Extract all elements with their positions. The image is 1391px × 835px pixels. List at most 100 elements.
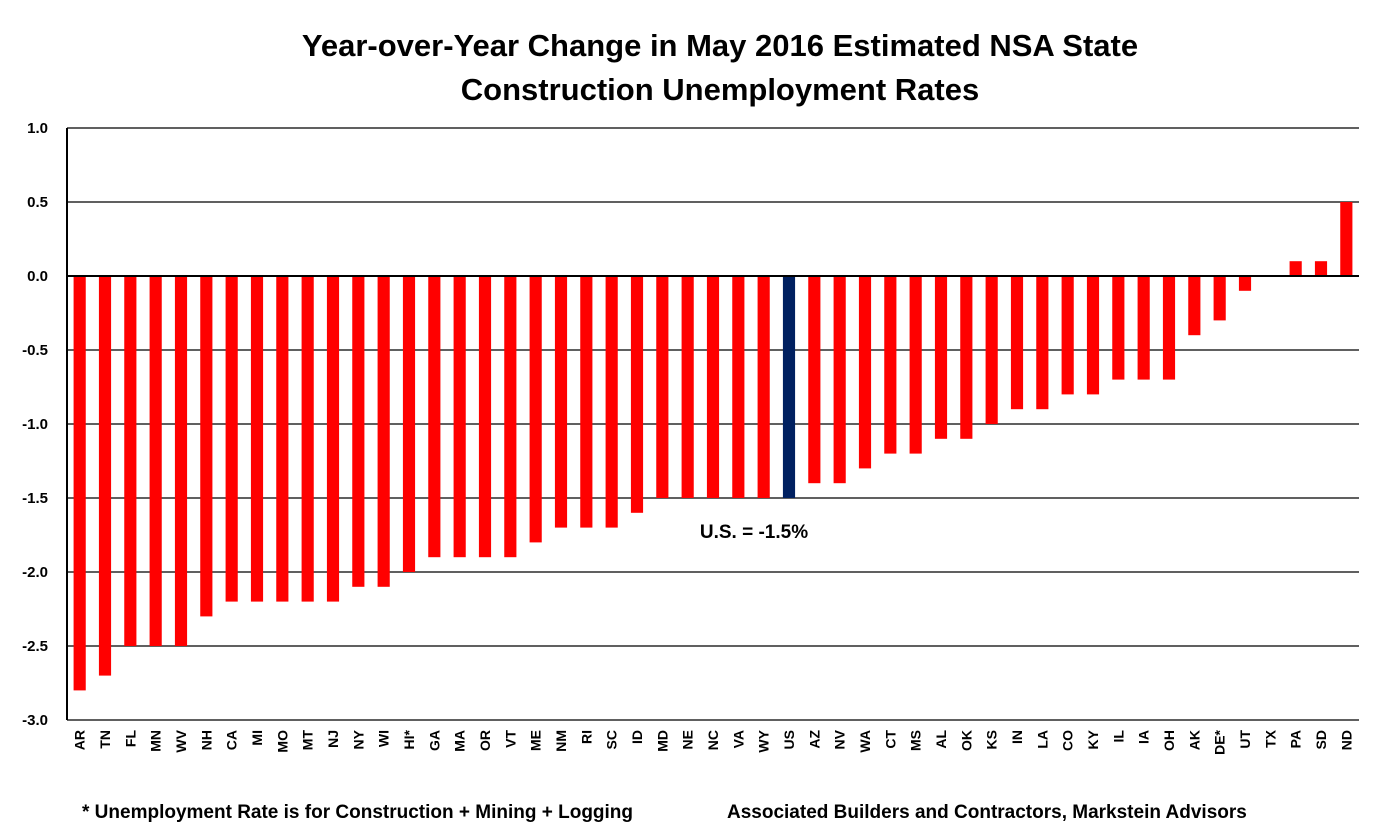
bar-fl [124,276,137,646]
x-tick-label: GA [426,730,442,751]
x-tick-label: CA [224,730,240,750]
bar-ri [580,276,593,528]
x-tick-label: MS [908,730,924,751]
bar-vt [504,276,517,558]
x-tick-label: MO [274,730,290,753]
bar-nd [1340,202,1353,276]
bar-mn [149,276,162,646]
y-tick-label: 1.0 [27,120,48,137]
x-tick-label: US [781,730,797,749]
bar-mt [301,276,314,602]
x-tick-label: NM [553,730,569,752]
x-tick-label: OH [1161,730,1177,751]
y-tick-label: -0.5 [22,342,48,359]
bar-sc [605,276,618,528]
y-tick-label: -1.0 [22,416,48,433]
x-tick-label: NY [350,729,366,749]
bar-in [1010,276,1024,410]
bar-wv [174,276,188,646]
chart-title-line-2: Construction Unemployment Rates [461,72,979,107]
x-tick-label: SD [1313,730,1329,749]
bar-wy [757,276,770,498]
bar-va [732,276,745,498]
source-credit: Associated Builders and Contractors, Mar… [727,802,1247,823]
x-tick-label: MI [249,730,265,746]
us-annotation: U.S. = -1.5% [700,522,808,543]
x-tick-label: NJ [325,730,341,748]
x-tick-label: ME [528,730,544,751]
y-tick-label: -1.5 [22,490,48,507]
x-tick-label: RI [578,730,594,744]
bar-or [478,276,492,558]
bar-sd [1314,261,1328,276]
x-tick-label: WA [857,730,873,753]
x-tick-label: UT [1237,730,1253,749]
y-tick-label: -2.5 [22,638,48,655]
x-tick-label: WV [173,729,189,752]
bar-tn [98,276,112,676]
x-tick-label: ID [629,730,645,744]
x-tick-label: NE [680,730,696,749]
x-tick-label: AK [1186,730,1202,750]
bar-nj [326,276,340,602]
x-tick-label: TX [1262,729,1278,748]
x-tick-label: CO [1060,730,1076,751]
bar-ga [428,276,441,558]
bars [73,202,1353,691]
bar-co [1061,276,1074,395]
bar-az [808,276,821,484]
x-tick-label: KS [984,730,1000,749]
x-tick-label: CT [882,730,898,749]
bar-nc [706,276,720,498]
x-tick-label: KY [1085,729,1101,749]
bar-us [782,276,796,498]
chart-title-line-1: Year-over-Year Change in May 2016 Estima… [302,28,1138,63]
x-tick-label: MA [452,730,468,752]
x-tick-label: IL [1110,730,1126,743]
y-tick-label: -2.0 [22,564,48,581]
bar-ma [453,276,466,558]
x-tick-label: NC [705,730,721,750]
bar-md [656,276,669,498]
bar-ne [681,276,694,498]
x-tick-label: WI [376,730,392,747]
x-tick-label: AR [72,730,88,750]
bar-ky [1086,276,1100,395]
bar-oh [1162,276,1176,380]
bar-ms [909,276,922,454]
x-tick-label: MT [300,730,316,751]
bar-wi [377,276,390,587]
bar-il [1112,276,1125,380]
bar-ar [73,276,86,691]
bar-nm [554,276,568,528]
bar-la [1036,276,1049,410]
bar-ak [1188,276,1201,336]
x-axis-ticks: AR TN FL MN WV NH CA MI MO MT NJ NY WI HI* GA MA OR VT ME N… [72,729,1355,755]
bar-ok [960,276,973,439]
bar-id [630,276,644,513]
x-tick-label: VA [730,730,746,748]
bar-wa [858,276,872,469]
x-tick-label: SC [604,730,620,749]
bar-nv [833,276,846,484]
y-tick-label: 0.0 [27,268,48,285]
bar-al [934,276,948,439]
x-tick-label: IA [1136,730,1152,744]
bar-hi [402,276,416,572]
x-tick-label: DE* [1212,729,1228,754]
bar-ia [1137,276,1150,380]
bar-me [529,276,542,543]
footnote: * Unemployment Rate is for Construction … [82,802,633,823]
bar-ks [985,276,998,424]
y-tick-label: 0.5 [27,194,48,211]
x-tick-label: MD [654,730,670,752]
x-tick-label: ND [1338,730,1354,750]
x-tick-label: AL [933,730,949,749]
x-tick-label: NV [832,729,848,749]
y-axis-ticks: 1.0 0.5 0.0 -0.5 -1.0 -1.5 -2.0 -2.5 -3.0 [22,120,48,729]
x-tick-label: OR [477,730,493,751]
x-tick-label: FL [122,730,138,748]
bar-mo [276,276,289,602]
x-tick-label: HI* [401,729,417,749]
